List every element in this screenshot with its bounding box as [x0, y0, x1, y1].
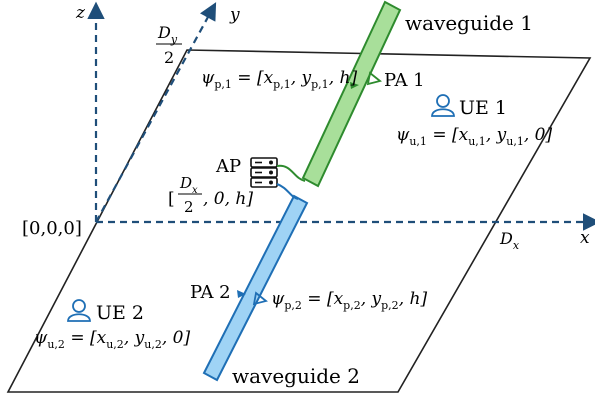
z-axis-label: z	[75, 3, 86, 23]
svg-text:Dx: Dx	[179, 174, 198, 196]
pa-1-label: PA 1	[384, 70, 425, 91]
waveguide-1	[301, 0, 402, 188]
pa-1-icon	[366, 71, 382, 86]
svg-text:[: [	[168, 189, 175, 209]
ap-feed-green	[276, 164, 306, 182]
ue-1-label: UE 1	[459, 97, 507, 119]
pa-2-arrow	[237, 290, 246, 298]
origin-label: [0,0,0]	[22, 218, 82, 239]
x-axis-label: x	[580, 228, 590, 248]
ue-2-position: ψu,2 = [xu,2, yu,2, 0]	[34, 328, 190, 351]
svg-text:, 0, h]: , 0, h]	[203, 189, 253, 209]
pa-2-label: PA 2	[190, 282, 231, 303]
ue-1-user-icon	[431, 94, 455, 117]
ap-server-icon	[250, 157, 278, 188]
svg-text:2: 2	[184, 198, 194, 216]
dx-label: Dx	[499, 229, 520, 252]
y-axis	[95, 2, 217, 223]
dy-half-label: Dy 2	[156, 23, 182, 67]
waveguide-2	[202, 194, 309, 382]
svg-text:2: 2	[164, 48, 174, 67]
y-axis-label: y	[229, 5, 240, 25]
pa-1-position: ψp,1 = [xp,1, yp,1, h]	[201, 68, 357, 91]
ap-label: AP	[215, 156, 241, 177]
ground-plane	[6, 49, 592, 393]
waveguide-2-label: waveguide 2	[232, 364, 360, 388]
pa-1-arrow	[350, 82, 359, 89]
ue-2-label: UE 2	[96, 302, 144, 324]
ap-position-label: [ Dx 2 , 0, h]	[168, 174, 253, 216]
pa-2-position: ψp,2 = [xp,2, yp,2, h]	[271, 289, 427, 312]
svg-text:Dy: Dy	[157, 23, 178, 46]
ue-2-user-icon	[67, 299, 91, 322]
waveguide-1-label: waveguide 1	[405, 11, 533, 35]
ap-feed-blue	[276, 183, 299, 200]
pa-2-icon	[252, 291, 268, 306]
ue-1-position: ψu,1 = [xu,1, yu,1, 0]	[396, 125, 552, 148]
